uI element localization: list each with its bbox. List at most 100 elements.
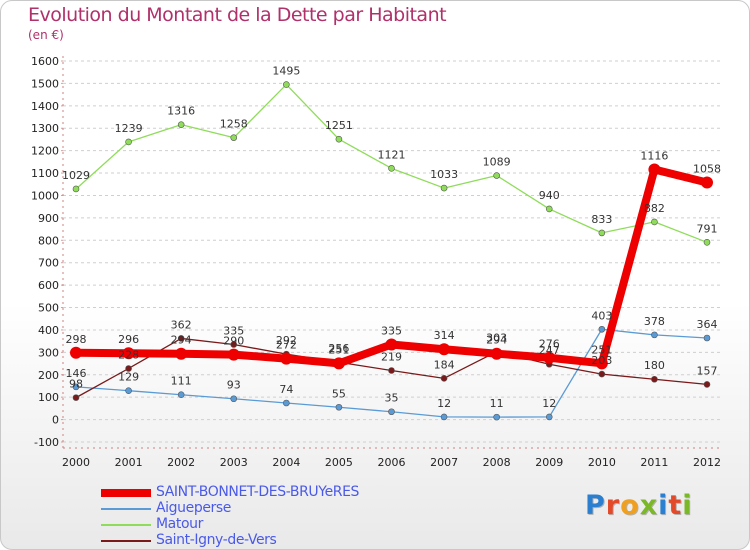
data-label: 1258 — [220, 118, 248, 131]
y-tick-label: 900 — [38, 212, 59, 225]
data-label: 940 — [539, 189, 560, 202]
data-point — [701, 176, 713, 189]
y-tick-label: 700 — [38, 257, 59, 270]
data-point — [651, 331, 658, 339]
data-point — [703, 334, 711, 342]
data-label: 362 — [171, 318, 192, 331]
y-tick-label: 500 — [38, 302, 59, 315]
data-label: 1058 — [693, 162, 721, 175]
data-point — [493, 413, 500, 421]
data-label: 1116 — [640, 149, 668, 162]
x-tick-label: 2006 — [378, 456, 406, 469]
data-label: 129 — [118, 371, 139, 384]
legend-label: Aigueperse — [156, 500, 232, 516]
data-label: 276 — [539, 338, 560, 351]
y-tick-label: 1500 — [31, 77, 59, 90]
x-tick-label: 2002 — [167, 456, 195, 469]
legend-item-saint-bonnet: SAINT-BONNET-DES-BRUYeRES — [101, 484, 421, 501]
y-tick-label: 200 — [38, 369, 59, 382]
data-label: 1089 — [483, 156, 511, 169]
x-tick-label: 2012 — [693, 456, 721, 469]
x-tick-label: 2000 — [62, 456, 90, 469]
data-label: 303 — [486, 332, 507, 345]
data-point — [651, 375, 658, 383]
data-label: 882 — [644, 202, 665, 215]
data-label: 251 — [591, 343, 612, 356]
y-tick-label: -100 — [34, 436, 59, 449]
data-label: 298 — [66, 333, 87, 346]
data-point — [598, 229, 606, 237]
data-point — [283, 399, 290, 407]
data-label: 335 — [381, 325, 402, 338]
data-point — [493, 172, 500, 179]
data-point — [388, 408, 395, 416]
x-tick-label: 2005 — [325, 456, 353, 469]
data-point — [335, 135, 343, 143]
data-point — [598, 370, 606, 378]
data-label: 203 — [591, 354, 612, 367]
data-label: 111 — [171, 375, 192, 388]
data-point — [440, 184, 448, 192]
data-label: 35 — [385, 392, 399, 405]
data-label: 1033 — [430, 168, 458, 181]
data-point — [230, 341, 238, 348]
data-point — [648, 163, 661, 176]
data-label: 314 — [434, 329, 455, 342]
y-tick-label: 800 — [38, 234, 59, 247]
data-point — [283, 81, 290, 88]
data-point — [651, 218, 658, 226]
y-tick-label: 1200 — [31, 145, 59, 158]
data-point — [703, 381, 711, 388]
legend-swatch — [101, 524, 151, 526]
x-tick-label: 2011 — [640, 456, 668, 469]
data-point — [72, 394, 80, 401]
data-label: 55 — [332, 387, 346, 400]
x-tick-label: 2010 — [588, 456, 616, 469]
data-label: 157 — [697, 364, 718, 377]
data-point — [490, 347, 503, 360]
legend-item-saint-igny: Saint-Igny-de-Vers — [101, 532, 421, 549]
data-point — [545, 205, 553, 213]
legend-item-aigueperse: Aigueperse — [101, 500, 421, 517]
data-label: 1121 — [378, 148, 406, 161]
legend-swatch — [101, 489, 151, 497]
data-label: 146 — [66, 367, 87, 380]
data-point — [125, 365, 132, 372]
proxiti-logo: Proxiti — [585, 490, 693, 521]
x-tick-label: 2008 — [483, 456, 511, 469]
data-point — [335, 403, 343, 411]
data-point — [227, 348, 240, 361]
data-label: 378 — [644, 315, 665, 328]
y-tick-label: 400 — [38, 324, 59, 337]
data-point — [230, 395, 238, 403]
x-tick-label: 2009 — [535, 456, 563, 469]
data-label: 294 — [171, 334, 192, 347]
x-tick-label: 2004 — [272, 456, 300, 469]
data-label: 292 — [276, 334, 297, 347]
y-tick-label: 1400 — [31, 100, 59, 113]
legend: SAINT-BONNET-DES-BRUYeRES Aigueperse Mat… — [101, 484, 421, 549]
data-label: 228 — [118, 348, 139, 361]
data-label: 1316 — [167, 105, 195, 118]
data-label: 833 — [591, 213, 612, 226]
data-point — [703, 239, 711, 246]
data-label: 1495 — [272, 65, 300, 78]
legend-label: Saint-Igny-de-Vers — [156, 532, 277, 548]
data-label: 403 — [591, 309, 612, 322]
y-tick-label: 300 — [38, 346, 59, 359]
data-label: 98 — [69, 378, 83, 391]
data-point — [385, 338, 398, 351]
chart-title: Evolution du Montant de la Dette par Hab… — [28, 4, 447, 26]
data-point — [332, 357, 345, 370]
data-label: 272 — [276, 339, 297, 352]
data-point — [438, 343, 451, 356]
y-tick-label: 0 — [52, 414, 59, 427]
data-label: 290 — [223, 335, 244, 348]
data-point — [177, 121, 185, 128]
data-label: 12 — [437, 397, 451, 410]
y-tick-label: 1300 — [31, 122, 59, 135]
legend-label: SAINT-BONNET-DES-BRUYeRES — [156, 484, 360, 500]
data-point — [72, 185, 80, 193]
